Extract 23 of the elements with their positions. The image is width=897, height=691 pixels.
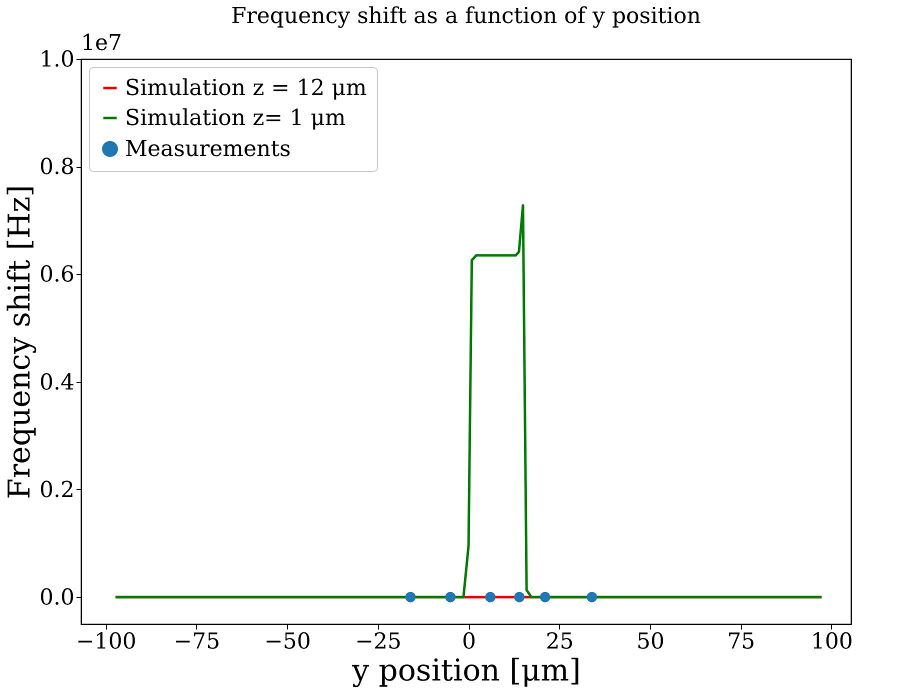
y-tick-label: 0.2 <box>40 478 74 503</box>
y-tick-label: 1.0 <box>40 48 74 72</box>
y-axis-title: Frequency shift [Hz] <box>2 184 38 500</box>
x-tick-label: 50 <box>636 630 664 654</box>
y-tick-label: 0.0 <box>40 586 74 611</box>
y-tick-label: 0.4 <box>40 370 74 396</box>
chart-title: Frequency shift as a function of y position <box>231 4 701 29</box>
y-tick-label: 0.8 <box>40 155 74 180</box>
text: 1e7 <box>81 31 122 56</box>
legend-label: Measurements <box>125 137 291 162</box>
x-tick-label: −25 <box>355 630 402 654</box>
x-tick-label: −100 <box>76 630 136 654</box>
x-tick-label: 25 <box>546 630 574 654</box>
x-tick-label: 0 <box>462 630 476 654</box>
x-axis-title: y position [μm] <box>351 654 581 688</box>
x-tick-label: 100 <box>810 630 853 654</box>
line-series <box>114 204 823 598</box>
x-tick-label: 75 <box>727 630 756 654</box>
x-tick-label: −50 <box>264 630 311 654</box>
x-tick-label: −75 <box>174 630 220 654</box>
legend-label: Simulation z = 12 μm <box>125 76 367 101</box>
legend-label: Simulation z= 1 μm <box>125 106 346 131</box>
y-tick-label: 0.6 <box>40 262 74 288</box>
